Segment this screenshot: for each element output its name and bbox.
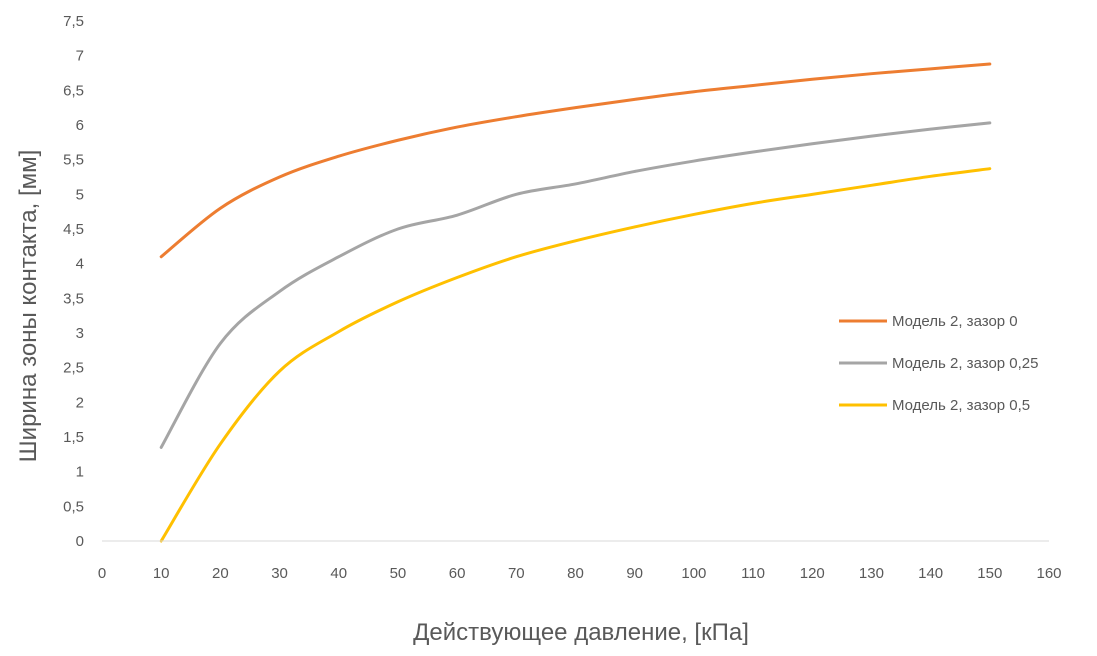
x-tick-label: 110: [741, 565, 765, 582]
series-line-1: [159, 62, 992, 259]
y-tick-label: 1,5: [63, 429, 84, 446]
y-tick-label: 0: [76, 533, 84, 550]
y-axis-title: Ширина зоны контакта, [мм]: [15, 150, 42, 463]
y-tick-label: 6,5: [63, 82, 84, 99]
x-tick-label: 100: [681, 565, 706, 582]
x-axis-title: Действующее давление, [кПа]: [413, 619, 749, 646]
series-lines: [159, 62, 992, 543]
x-tick-label: 120: [800, 565, 825, 582]
x-tick-label: 80: [567, 565, 584, 582]
y-tick-label: 0,5: [63, 498, 84, 515]
x-tick-labels: 0 10 20 30 40 50 60 70 80 90 100 110 120 130 140 150 160: [98, 565, 1062, 582]
legend-label-1: Модель 2, зазор 0: [892, 313, 1018, 330]
x-tick-label: 150: [977, 565, 1002, 582]
y-tick-label: 4: [76, 256, 84, 273]
y-tick-label: 2,5: [63, 360, 84, 377]
x-tick-label: 60: [449, 565, 466, 582]
y-tick-label: 6: [76, 117, 84, 134]
x-tick-label: 140: [918, 565, 943, 582]
legend: Модель 2, зазор 0 Модель 2, зазор 0,25 Мод…: [839, 313, 1039, 414]
series-line-3: [159, 167, 992, 543]
x-tick-label: 0: [98, 565, 106, 582]
y-tick-label: 7,5: [63, 13, 84, 30]
x-tick-label: 160: [1036, 565, 1061, 582]
x-tick-label: 10: [153, 565, 170, 582]
y-tick-label: 1: [76, 464, 84, 481]
x-tick-label: 70: [508, 565, 525, 582]
y-tick-labels: 0 0,5 1 1,5 2 2,5 3 3,5 4 4,5 5 5,5 6 6,5 7 7,5: [63, 13, 84, 550]
y-tick-label: 3: [76, 325, 84, 342]
y-tick-label: 4,5: [63, 221, 84, 238]
legend-label-3: Модель 2, зазор 0,5: [892, 397, 1030, 414]
series-line-2: [159, 121, 992, 449]
x-tick-label: 90: [626, 565, 643, 582]
x-tick-label: 40: [330, 565, 347, 582]
x-tick-label: 130: [859, 565, 884, 582]
y-tick-label: 5,5: [63, 152, 84, 169]
x-tick-label: 50: [390, 565, 407, 582]
legend-label-2: Модель 2, зазор 0,25: [892, 355, 1039, 372]
y-tick-label: 3,5: [63, 290, 84, 307]
y-tick-label: 7: [76, 48, 84, 65]
y-tick-label: 5: [76, 186, 84, 203]
x-tick-label: 20: [212, 565, 229, 582]
y-tick-label: 2: [76, 394, 84, 411]
x-tick-label: 30: [271, 565, 288, 582]
